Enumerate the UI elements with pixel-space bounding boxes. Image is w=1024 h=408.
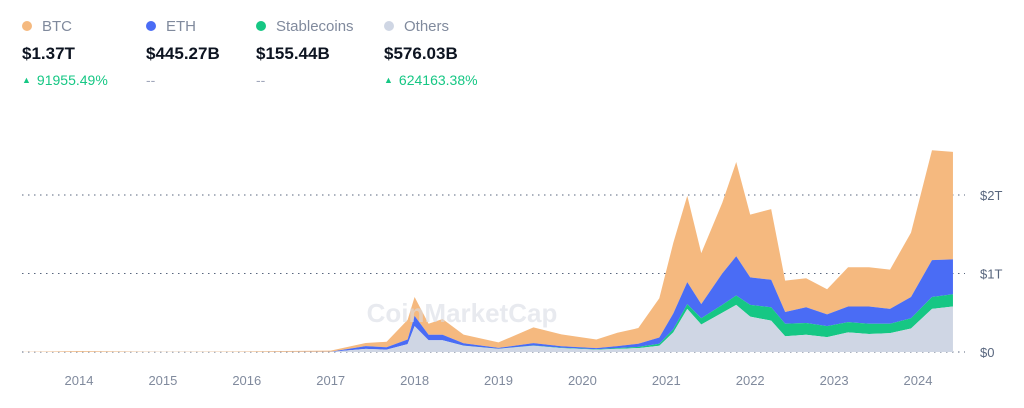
x-tick-label: 2022 [736,373,765,388]
legend-dot [22,21,32,31]
x-tick-label: 2020 [568,373,597,388]
x-tick-label: 2015 [148,373,177,388]
legend-label: Stablecoins [276,17,354,35]
x-tick-label: 2024 [904,373,933,388]
area-stablecoins [23,294,953,352]
legend-item-eth[interactable]: ETH $445.27B -- [146,16,256,88]
area-eth [23,256,953,352]
x-tick-label: 2016 [232,373,261,388]
x-tick-label: 2017 [316,373,345,388]
up-arrow-icon: ▲ [384,75,393,85]
legend-dot [146,21,156,31]
legend-change: -- [146,72,156,88]
legend-value: $155.44B [256,44,330,63]
up-arrow-icon: ▲ [22,75,31,85]
legend-dot [384,21,394,31]
x-tick-label: 2014 [65,373,94,388]
y-tick-label: $1T [980,267,1002,282]
legend-value: $1.37T [22,44,75,63]
legend-item-stablecoins[interactable]: Stablecoins $155.44B -- [256,16,384,88]
legend-value: $445.27B [146,44,220,63]
y-tick-label: $2T [980,188,1002,203]
legend-label: BTC [42,17,72,35]
legend-label: Others [404,17,450,35]
y-tick-label: $0 [980,345,994,360]
x-tick-label: 2018 [400,373,429,388]
area-others [23,304,953,352]
x-tick-label: 2023 [820,373,849,388]
legend-change: -- [256,72,266,88]
legend-value: $576.03B [384,44,458,63]
legend: BTC $1.37T ▲ 91955.49% ETH $445.27B -- Stab… [22,16,524,88]
legend-item-btc[interactable]: BTC $1.37T ▲ 91955.49% [22,16,146,88]
x-tick-label: 2021 [652,373,681,388]
x-tick-label: 2019 [484,373,513,388]
legend-item-others[interactable]: Others $576.03B ▲ 624163.38% [384,16,524,88]
legend-dot [256,21,266,31]
legend-change: ▲ 91955.49% [22,72,108,88]
watermark: CoinMarketCap [367,298,558,328]
legend-label: ETH [166,17,196,35]
area-btc [23,150,953,352]
legend-change: ▲ 624163.38% [384,72,478,88]
